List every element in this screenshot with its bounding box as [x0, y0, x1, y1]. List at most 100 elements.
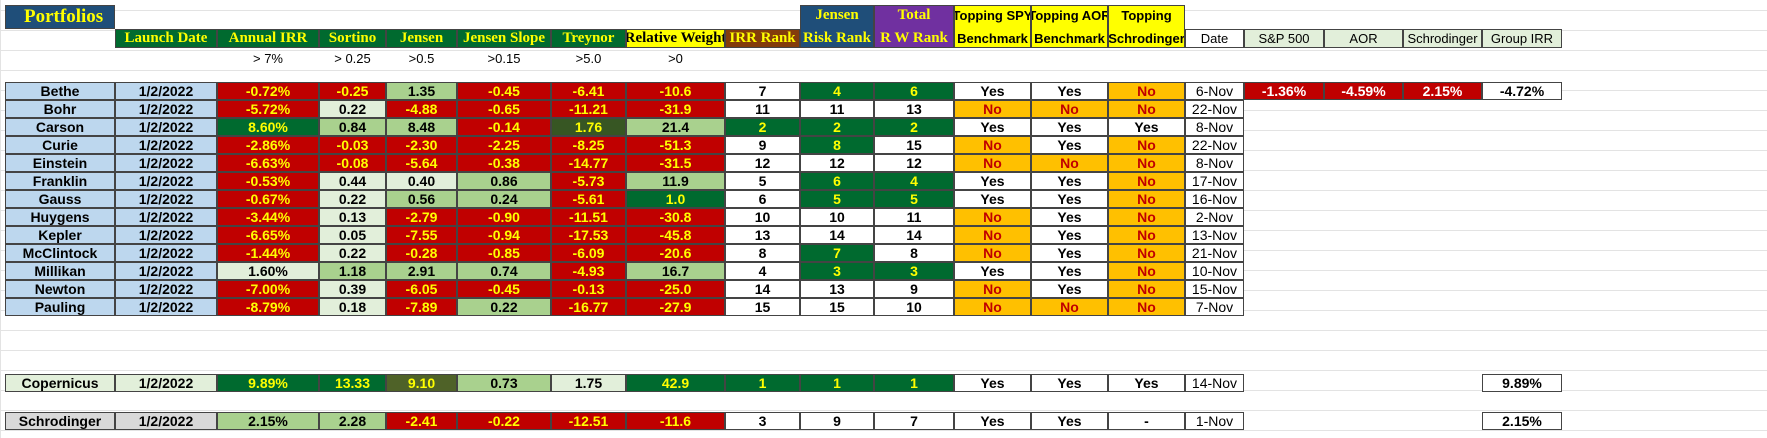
row-curie-treynor: -8.25 [551, 136, 626, 154]
header-jensen-risk-rank: Jensen Risk Rank [800, 5, 874, 48]
row-carson-name[interactable]: Carson [5, 118, 115, 136]
row-kepler-launch-date: 1/2/2022 [115, 226, 217, 244]
threshold-annual-irr: > 7% [253, 50, 283, 66]
row-schrodinger-topping-aor: Yes [1031, 412, 1108, 430]
row-millikan-name[interactable]: Millikan [5, 262, 115, 280]
row-schrodinger-topping-spy: Yes [954, 412, 1031, 430]
header-topping-spy: Topping SPY Benchmark [954, 5, 1031, 48]
row-mcclintock-name[interactable]: McClintock [5, 244, 115, 262]
row-bohr-jensen-risk-rank: 11 [800, 100, 874, 118]
row-schrodinger-topping-schrodinger: - [1108, 412, 1185, 430]
row-copernicus-name[interactable]: Copernicus [5, 374, 115, 392]
row-pauling-launch-date: 1/2/2022 [115, 298, 217, 316]
row-schrodinger-rw: -11.6 [626, 412, 725, 430]
row-bohr-name[interactable]: Bohr [5, 100, 115, 118]
row-bohr-total-rw-rank: 13 [874, 100, 954, 118]
row-bethe-irr-rank: 7 [725, 82, 800, 100]
row-einstein-name[interactable]: Einstein [5, 154, 115, 172]
row-copernicus-jensen-risk-rank: 1 [800, 374, 874, 392]
row-schrodinger-name[interactable]: Schrodinger [5, 412, 115, 430]
header-group-irr: Group IRR [1482, 29, 1562, 48]
row-carson-sortino: 0.84 [319, 118, 386, 136]
row-millikan-topping-aor: Yes [1031, 262, 1108, 280]
header-total-rw-rank: Total R W Rank [874, 5, 954, 48]
row-mcclintock-topping-spy: No [954, 244, 1031, 262]
row-copernicus-topping-aor: Yes [1031, 374, 1108, 392]
row-franklin-irr-rank: 5 [725, 172, 800, 190]
row-kepler-topping-spy: No [954, 226, 1031, 244]
threshold-relative-weight: >0 [668, 50, 683, 66]
row-bohr-rw: -31.9 [626, 100, 725, 118]
row-huygens-date: 2-Nov [1185, 208, 1244, 226]
row-pauling-topping-spy: No [954, 298, 1031, 316]
row-copernicus-irr-rank: 1 [725, 374, 800, 392]
row-gauss-launch-date: 1/2/2022 [115, 190, 217, 208]
row-pauling-irr-rank: 15 [725, 298, 800, 316]
row-mcclintock-rw: -20.6 [626, 244, 725, 262]
row-newton-topping-spy: No [954, 280, 1031, 298]
row-bohr-irr: -5.72% [217, 100, 319, 118]
row-pauling-jslope: 0.22 [457, 298, 551, 316]
row-copernicus-irr: 9.89% [217, 374, 319, 392]
row-newton-name[interactable]: Newton [5, 280, 115, 298]
row-gauss-date: 16-Nov [1185, 190, 1244, 208]
row-curie-name[interactable]: Curie [5, 136, 115, 154]
row-gauss-jensen-risk-rank: 5 [800, 190, 874, 208]
row-kepler-topping-aor: Yes [1031, 226, 1108, 244]
row-carson-total-rw-rank: 2 [874, 118, 954, 136]
row-millikan-irr-rank: 4 [725, 262, 800, 280]
row-carson-irr-rank: 2 [725, 118, 800, 136]
row-huygens-name[interactable]: Huygens [5, 208, 115, 226]
row-einstein-jensen: -5.64 [386, 154, 457, 172]
row-franklin-name[interactable]: Franklin [5, 172, 115, 190]
threshold-jensen-slope: >0.15 [487, 50, 521, 66]
row-newton-sortino: 0.39 [319, 280, 386, 298]
row-einstein-rw: -31.5 [626, 154, 725, 172]
row-franklin-sortino: 0.44 [319, 172, 386, 190]
row-copernicus-total-rw-rank: 1 [874, 374, 954, 392]
row-kepler-total-rw-rank: 14 [874, 226, 954, 244]
header-sp500: S&P 500 [1244, 29, 1324, 48]
row-einstein-irr-rank: 12 [725, 154, 800, 172]
row-bohr-sortino: 0.22 [319, 100, 386, 118]
header-date: Date [1185, 29, 1244, 48]
row-carson-topping-schrodinger: Yes [1108, 118, 1185, 136]
row-kepler-sortino: 0.05 [319, 226, 386, 244]
row-bethe-name[interactable]: Bethe [5, 82, 115, 100]
row-carson-launch-date: 1/2/2022 [115, 118, 217, 136]
row-einstein-launch-date: 1/2/2022 [115, 154, 217, 172]
row-franklin-jslope: 0.86 [457, 172, 551, 190]
row-mcclintock-irr: -1.44% [217, 244, 319, 262]
row-huygens-jensen-risk-rank: 10 [800, 208, 874, 226]
row-huygens-topping-spy: No [954, 208, 1031, 226]
row-kepler-name[interactable]: Kepler [5, 226, 115, 244]
row-huygens-topping-schrodinger: No [1108, 208, 1185, 226]
row-einstein-sortino: -0.08 [319, 154, 386, 172]
row-newton-topping-aor: Yes [1031, 280, 1108, 298]
row-huygens-launch-date: 1/2/2022 [115, 208, 217, 226]
row-pauling-date: 7-Nov [1185, 298, 1244, 316]
row-curie-total-rw-rank: 15 [874, 136, 954, 154]
row-newton-jensen: -6.05 [386, 280, 457, 298]
benchmark-sp500-value: -1.36% [1244, 82, 1324, 100]
row-franklin-jensen-risk-rank: 6 [800, 172, 874, 190]
row-carson-topping-aor: Yes [1031, 118, 1108, 136]
row-einstein-total-rw-rank: 12 [874, 154, 954, 172]
header-schrodinger: Schrodinger [1403, 29, 1482, 48]
row-franklin-total-rw-rank: 4 [874, 172, 954, 190]
row-millikan-jensen-risk-rank: 3 [800, 262, 874, 280]
row-curie-topping-aor: Yes [1031, 136, 1108, 154]
row-curie-rw: -51.3 [626, 136, 725, 154]
row-franklin-jensen: 0.40 [386, 172, 457, 190]
row-huygens-total-rw-rank: 11 [874, 208, 954, 226]
row-pauling-name[interactable]: Pauling [5, 298, 115, 316]
row-mcclintock-sortino: 0.22 [319, 244, 386, 262]
row-bohr-launch-date: 1/2/2022 [115, 100, 217, 118]
row-carson-jensen-risk-rank: 2 [800, 118, 874, 136]
row-curie-irr: -2.86% [217, 136, 319, 154]
row-mcclintock-topping-schrodinger: No [1108, 244, 1185, 262]
row-gauss-name[interactable]: Gauss [5, 190, 115, 208]
row-schrodinger-jslope: -0.22 [457, 412, 551, 430]
row-bohr-topping-spy: No [954, 100, 1031, 118]
